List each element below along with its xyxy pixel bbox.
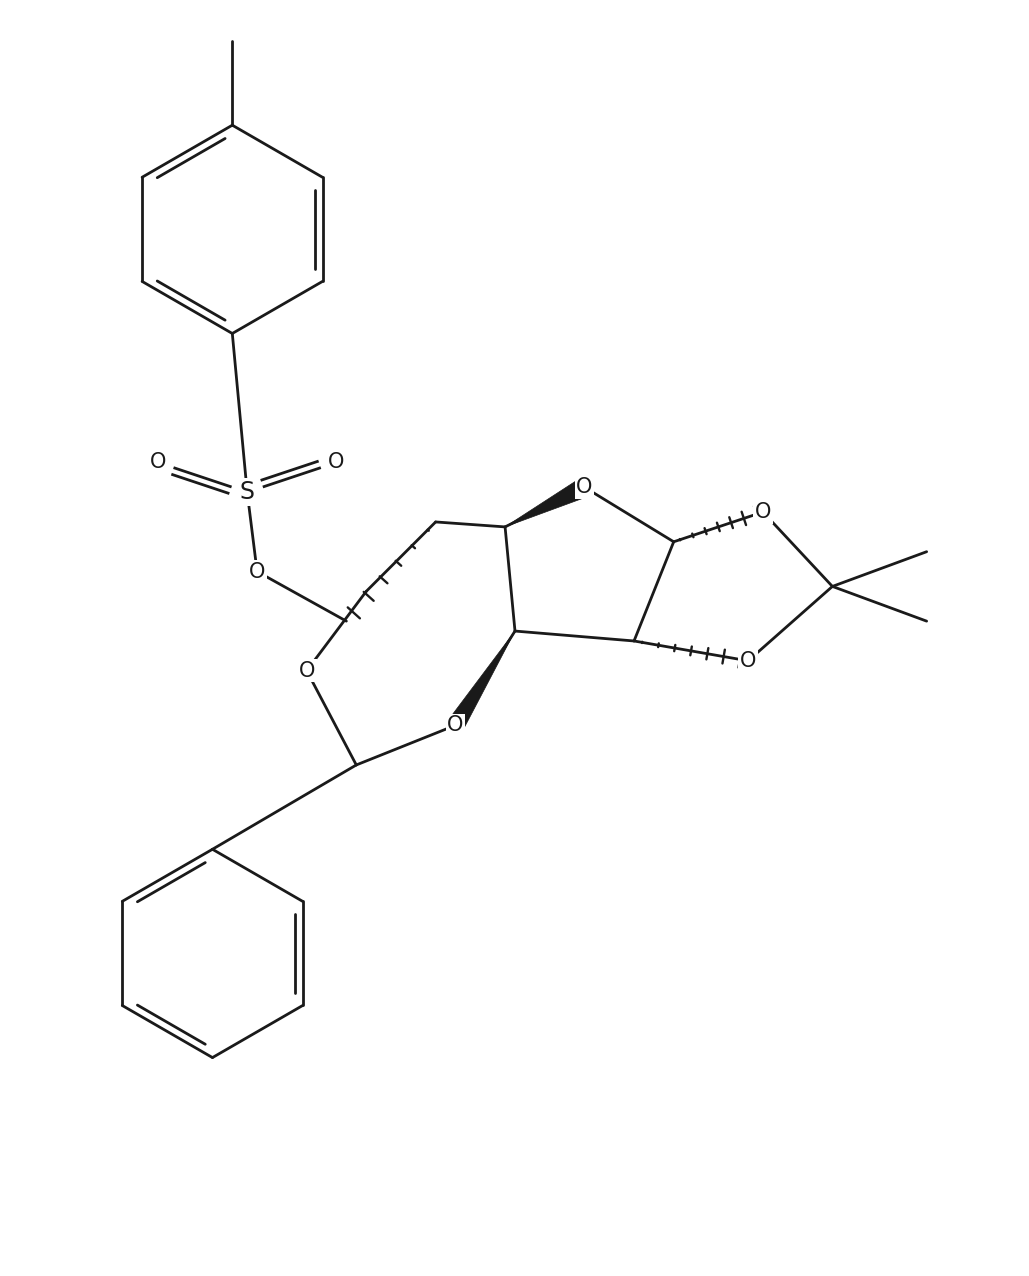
Text: O: O — [298, 661, 315, 680]
Text: O: O — [740, 651, 756, 671]
Polygon shape — [505, 478, 589, 527]
Text: O: O — [576, 477, 593, 498]
Text: O: O — [755, 501, 771, 522]
Polygon shape — [448, 632, 514, 730]
Text: O: O — [150, 453, 166, 472]
Text: S: S — [240, 480, 255, 504]
Text: O: O — [249, 561, 265, 582]
Text: O: O — [448, 716, 464, 735]
Text: O: O — [328, 453, 345, 472]
